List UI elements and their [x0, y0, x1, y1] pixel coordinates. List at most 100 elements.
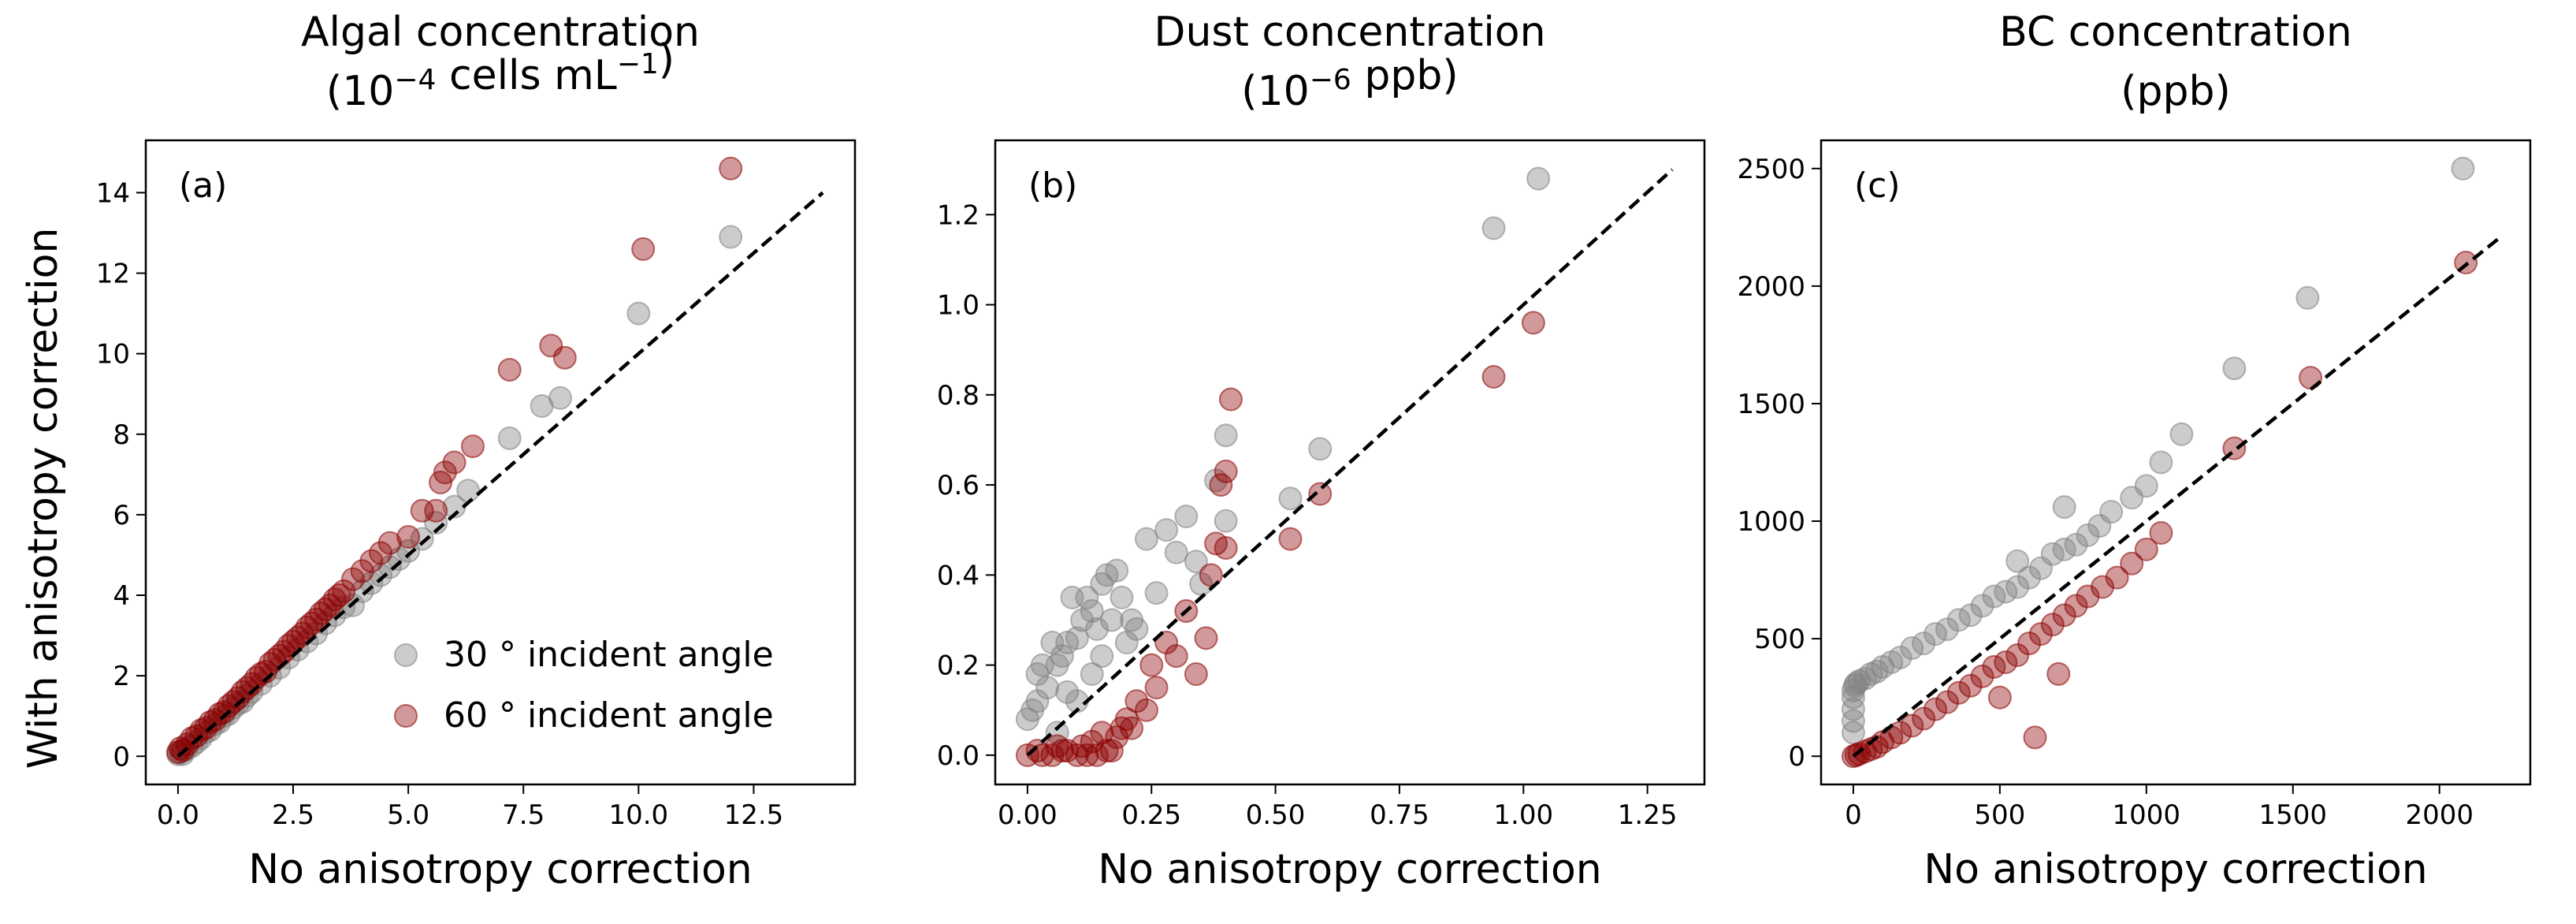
- y-tick-label: 14: [96, 177, 130, 209]
- data-point: [1278, 527, 1303, 551]
- x-tick-label: 7.5: [502, 799, 545, 831]
- data-point: [548, 386, 572, 410]
- data-point: [2076, 584, 2100, 609]
- data-point: [340, 567, 365, 591]
- y-tick-label: 6: [113, 500, 130, 531]
- data-point: [1124, 689, 1149, 713]
- data-point: [332, 579, 356, 603]
- axes-frame: [994, 139, 1706, 786]
- series-30deg: [1841, 156, 2475, 745]
- data-point: [1278, 486, 1303, 511]
- data-point: [1526, 166, 1551, 191]
- data-point: [1308, 482, 1333, 506]
- series-60deg: [165, 156, 743, 765]
- x-tick-label: 0.75: [1370, 799, 1429, 831]
- data-point: [1055, 680, 1080, 704]
- series-30deg: [1015, 166, 1551, 745]
- title-segment: (ppb): [2121, 68, 2231, 115]
- title-superscript: −1: [617, 48, 659, 80]
- data-point: [410, 498, 434, 523]
- data-point: [1174, 505, 1199, 529]
- data-point: [1900, 713, 1924, 738]
- data-point: [1099, 608, 1124, 632]
- title-segment: ): [659, 36, 675, 84]
- data-point: [1214, 536, 1238, 561]
- legend-item: 60 ° incident angle: [394, 695, 774, 736]
- data-point: [1308, 437, 1333, 461]
- data-point: [309, 601, 333, 625]
- data-point: [1987, 685, 2012, 710]
- panel-tag: (c): [1854, 166, 1901, 206]
- data-point: [1994, 579, 2018, 604]
- data-point: [1070, 608, 1095, 632]
- data-point: [1935, 617, 1959, 642]
- data-point: [2017, 565, 2042, 590]
- data-point: [1105, 558, 1129, 583]
- data-point: [1134, 527, 1158, 551]
- data-point: [1184, 550, 1208, 574]
- data-point: [2023, 725, 2047, 750]
- data-point: [1214, 423, 1238, 448]
- data-point: [1154, 518, 1179, 542]
- data-point: [221, 690, 246, 714]
- data-point: [2046, 661, 2071, 686]
- data-point: [497, 426, 522, 450]
- data-point: [1970, 594, 1994, 618]
- data-point: [1075, 585, 1099, 609]
- data-point: [1025, 689, 1050, 713]
- axes-frame: [1820, 139, 2532, 786]
- data-point: [327, 583, 351, 608]
- y-tick-label: 500: [1754, 624, 1805, 655]
- data-point: [1134, 698, 1158, 722]
- data-point: [1085, 617, 1110, 641]
- data-point: [2005, 549, 2030, 573]
- data-point: [1080, 662, 1104, 687]
- data-point: [497, 358, 522, 382]
- data-point: [2091, 575, 2115, 599]
- data-point: [1120, 716, 1144, 740]
- data-point: [1214, 459, 1238, 483]
- data-point: [2134, 474, 2158, 498]
- x-tick-label: 10.0: [608, 799, 668, 831]
- title-segment: Dust concentration: [1154, 9, 1545, 56]
- y-tick-label: 2500: [1737, 154, 1805, 185]
- data-point: [1085, 743, 1110, 767]
- x-tick-label: 1000: [2113, 799, 2181, 831]
- data-point: [1045, 721, 1069, 745]
- data-point: [1481, 364, 1506, 389]
- data-point: [1144, 581, 1169, 605]
- x-axis-label: No anisotropy correction: [248, 846, 752, 893]
- data-point: [1888, 645, 1912, 669]
- panel-2: Dust concentration(10−6 ppb)0.00 0.25 0.50…: [937, 9, 1706, 893]
- data-point: [631, 237, 656, 261]
- y-tick-label: 12: [96, 259, 130, 290]
- data-point: [359, 549, 384, 573]
- x-tick-label: 500: [1974, 799, 2025, 831]
- data-point: [1214, 509, 1238, 533]
- data-point: [2295, 285, 2320, 310]
- data-point: [1124, 617, 1149, 641]
- y-axis-label: With anisotropy correction: [20, 228, 67, 769]
- panel-title-line: (10−4 cells mL−1): [326, 36, 675, 115]
- data-point: [424, 498, 448, 523]
- data-point: [1114, 631, 1139, 655]
- title-segment: (10: [326, 68, 394, 115]
- y-tick-label: 0.8: [937, 380, 979, 412]
- data-point: [1946, 608, 1971, 632]
- data-point: [1035, 676, 1060, 700]
- one-to-one-line: [1852, 237, 2500, 758]
- y-tick-label: 0.4: [937, 560, 979, 591]
- data-point: [1888, 721, 1912, 745]
- data-point: [1912, 706, 1936, 731]
- legend-item: 30 ° incident angle: [394, 635, 774, 675]
- data-point: [1065, 626, 1089, 650]
- panel-tag: (b): [1028, 166, 1077, 206]
- data-point: [719, 156, 743, 181]
- y-tick-label: 0: [1788, 741, 1805, 773]
- data-point: [2052, 537, 2076, 561]
- x-tick-label: 0.0: [157, 799, 199, 831]
- data-point: [1050, 644, 1074, 669]
- data-point: [1970, 664, 1994, 688]
- data-point: [2005, 575, 2030, 599]
